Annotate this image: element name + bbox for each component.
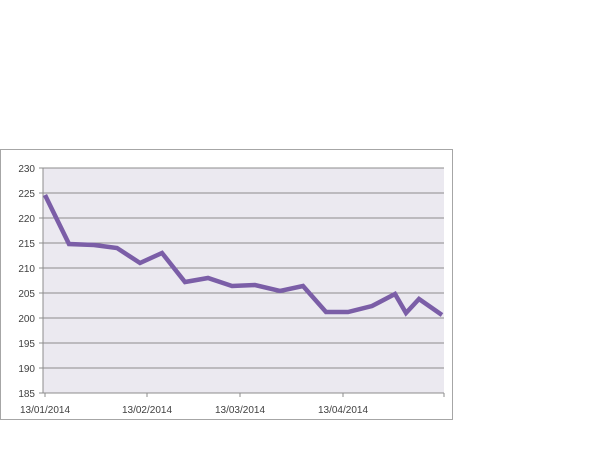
x-tick-label: 13/02/2014 bbox=[122, 405, 172, 416]
y-tick-label: 230 bbox=[18, 164, 35, 175]
x-tick-label: 13/03/2014 bbox=[215, 405, 265, 416]
plot-area bbox=[43, 168, 444, 393]
y-tick-label: 225 bbox=[18, 189, 35, 200]
y-tick-label: 210 bbox=[18, 264, 35, 275]
y-tick-label: 185 bbox=[18, 389, 35, 400]
x-tick-label: 13/04/2014 bbox=[318, 405, 368, 416]
x-tick-label: 13/01/2014 bbox=[20, 405, 70, 416]
y-tick-label: 220 bbox=[18, 214, 35, 225]
y-tick-label: 200 bbox=[18, 314, 35, 325]
y-tick-label: 195 bbox=[18, 339, 35, 350]
y-tick-label: 205 bbox=[18, 289, 35, 300]
y-tick-label: 215 bbox=[18, 239, 35, 250]
series-line bbox=[42, 194, 444, 317]
y-tick-label: 190 bbox=[18, 364, 35, 375]
